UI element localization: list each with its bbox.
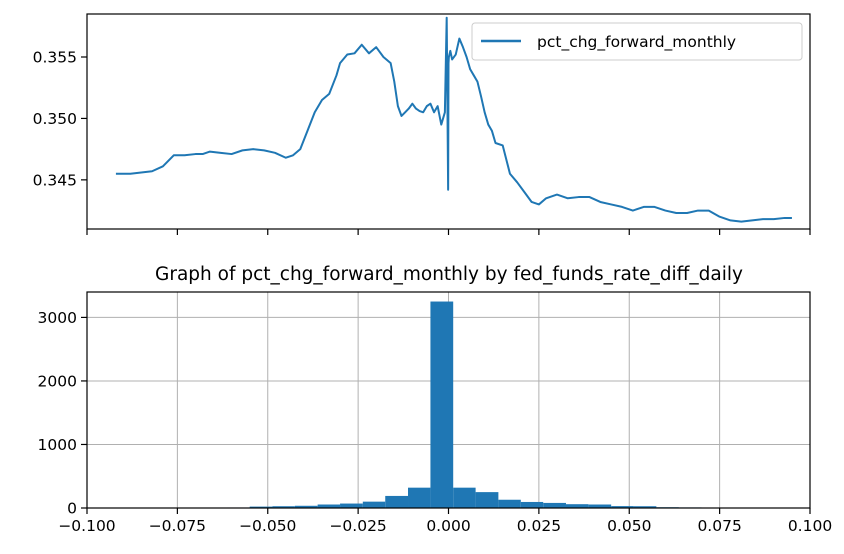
legend-box xyxy=(471,22,803,61)
histogram-y-axis: 0 1000 2000 3000 xyxy=(38,309,87,518)
y-tick-label: 0.350 xyxy=(33,110,77,128)
y-tick-label: 0 xyxy=(67,500,77,518)
histogram-bars xyxy=(114,301,792,508)
histogram-bar xyxy=(294,505,318,508)
histogram-bar xyxy=(249,506,273,508)
line-chart-x-axis xyxy=(86,229,811,235)
histogram-x-axis: −0.100 −0.075 −0.050 −0.025 0.000 0.025 0.050 0… xyxy=(58,508,832,535)
histogram-bar xyxy=(317,504,341,508)
histogram-bar xyxy=(272,506,295,508)
histogram-title: Graph of pct_chg_forward_monthly by fed_… xyxy=(155,264,743,285)
histogram-bar xyxy=(385,495,409,508)
line-chart: 0.345 0.350 0.355 pct_chg_forward_monthly xyxy=(33,13,811,235)
x-tick-label: 0.025 xyxy=(517,517,561,535)
histogram-bar xyxy=(362,501,386,508)
x-tick-label: 0.050 xyxy=(607,517,651,535)
x-tick-label: −0.100 xyxy=(58,517,115,535)
y-tick-label: 1000 xyxy=(38,436,77,454)
histogram-bar xyxy=(543,502,566,508)
x-tick-label: 0.100 xyxy=(788,517,832,535)
legend: pct_chg_forward_monthly xyxy=(471,22,803,61)
histogram-bar xyxy=(633,506,657,508)
histogram-bar xyxy=(475,492,499,508)
histogram-bar xyxy=(340,503,363,508)
x-tick-label: −0.050 xyxy=(239,517,296,535)
x-tick-label: 0.000 xyxy=(426,517,470,535)
y-tick-label: 0.355 xyxy=(33,49,77,67)
histogram-bar xyxy=(588,504,612,508)
histogram-bar xyxy=(611,506,634,508)
histogram-bar xyxy=(565,504,589,508)
y-tick-label: 0.345 xyxy=(33,171,77,189)
x-tick-label: −0.075 xyxy=(149,517,206,535)
x-tick-label: 0.075 xyxy=(697,517,741,535)
x-tick-label: −0.025 xyxy=(329,517,386,535)
histogram-bar xyxy=(453,487,476,508)
histogram-chart: 0 1000 2000 3000 −0.100 −0.075 −0.050 −0.025 0.… xyxy=(38,291,832,535)
legend-label: pct_chg_forward_monthly xyxy=(537,33,736,52)
histogram-bar xyxy=(498,499,521,508)
y-tick-label: 2000 xyxy=(38,372,77,390)
histogram-bar xyxy=(408,487,431,508)
y-tick-label: 3000 xyxy=(38,309,77,327)
histogram-bar xyxy=(430,301,454,508)
line-chart-y-axis: 0.345 0.350 0.355 xyxy=(33,49,87,189)
histogram-bar xyxy=(520,501,544,508)
series-line-pct-chg-forward-monthly xyxy=(115,16,792,223)
